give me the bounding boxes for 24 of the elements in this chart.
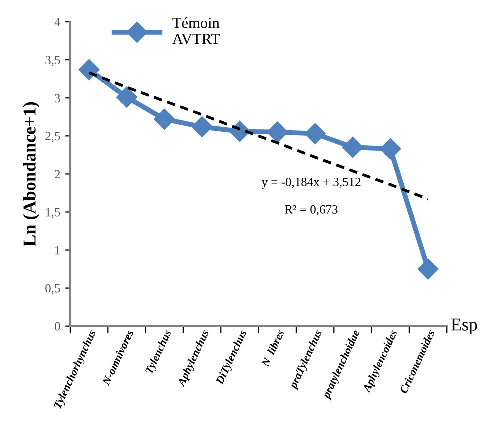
y-tick-label: 2 xyxy=(55,170,60,179)
y-axis-title: Ln (Abondance+1) xyxy=(23,102,40,246)
point xyxy=(304,123,326,144)
annotation: R² = 0,673 xyxy=(285,205,338,216)
y-tick-label: 4 xyxy=(54,18,61,26)
point xyxy=(154,108,176,130)
y-tick-label: 3,5 xyxy=(46,56,60,66)
point xyxy=(116,86,138,108)
point xyxy=(78,59,100,80)
y-tick-label: 3 xyxy=(55,94,60,103)
y-tick-label: 0 xyxy=(54,322,60,331)
point xyxy=(342,137,364,158)
y-tick-label: 2,5 xyxy=(46,132,60,142)
x-axis-title: Esp xyxy=(451,318,478,335)
y-tick-label: 1,5 xyxy=(46,208,60,218)
point xyxy=(267,122,288,143)
y-tick-label: 0,5 xyxy=(46,284,60,295)
point xyxy=(418,258,439,280)
annotation: y = -0,184x + 3,512 xyxy=(262,178,361,189)
x-tick-label: N libres xyxy=(261,329,285,368)
point xyxy=(380,138,402,160)
point xyxy=(192,116,213,138)
legend-label: Témoin AVTRT xyxy=(172,18,220,44)
y-tick-label: 1 xyxy=(56,246,60,255)
